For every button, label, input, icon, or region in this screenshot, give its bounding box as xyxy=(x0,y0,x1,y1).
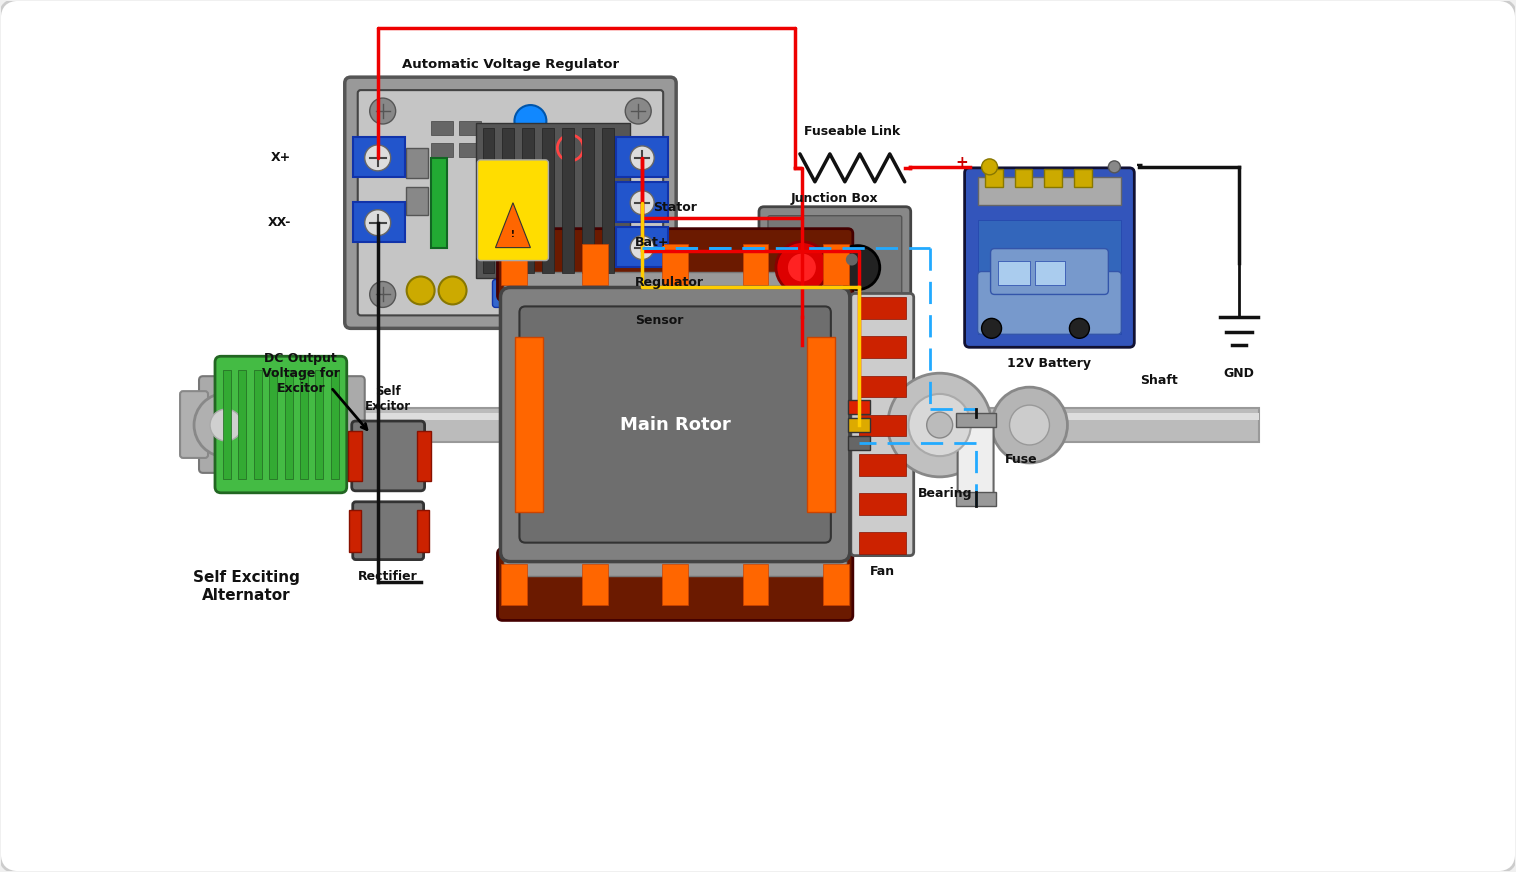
Bar xyxy=(617,182,669,221)
Circle shape xyxy=(991,387,1067,463)
Circle shape xyxy=(558,135,584,160)
Circle shape xyxy=(631,191,655,215)
FancyBboxPatch shape xyxy=(344,77,676,329)
Text: Fuseable Link: Fuseable Link xyxy=(803,125,901,138)
Bar xyxy=(860,453,905,475)
FancyBboxPatch shape xyxy=(358,90,662,316)
Circle shape xyxy=(625,282,652,308)
Circle shape xyxy=(406,276,435,304)
Bar xyxy=(860,297,905,319)
Bar xyxy=(431,158,447,248)
Bar xyxy=(347,431,362,480)
FancyBboxPatch shape xyxy=(352,421,424,491)
Circle shape xyxy=(438,276,467,304)
Circle shape xyxy=(1010,405,1049,445)
Bar xyxy=(847,436,870,450)
Circle shape xyxy=(514,105,546,137)
Bar xyxy=(1075,169,1093,187)
Circle shape xyxy=(365,210,391,235)
Text: Main Rotor: Main Rotor xyxy=(620,416,731,433)
Circle shape xyxy=(1108,160,1120,173)
Circle shape xyxy=(926,412,952,438)
Bar xyxy=(847,400,870,414)
Bar xyxy=(847,418,870,432)
FancyBboxPatch shape xyxy=(199,376,229,473)
FancyBboxPatch shape xyxy=(335,376,365,473)
Circle shape xyxy=(981,318,1002,338)
Bar xyxy=(562,128,575,273)
Bar xyxy=(431,143,453,157)
Circle shape xyxy=(835,246,879,290)
Bar xyxy=(502,563,528,605)
FancyBboxPatch shape xyxy=(520,306,831,542)
Circle shape xyxy=(776,242,828,294)
Bar xyxy=(570,261,640,303)
Text: Regulator: Regulator xyxy=(635,276,705,289)
Bar xyxy=(515,337,543,512)
Circle shape xyxy=(631,235,655,260)
Circle shape xyxy=(981,159,998,174)
Bar xyxy=(1035,261,1066,285)
Bar xyxy=(743,563,769,605)
Text: X+: X+ xyxy=(271,152,291,165)
Bar xyxy=(315,371,323,479)
Bar xyxy=(505,271,846,302)
Bar xyxy=(582,128,594,273)
Polygon shape xyxy=(496,203,531,248)
Bar xyxy=(617,137,669,177)
Bar xyxy=(406,187,428,215)
Text: Rectifier: Rectifier xyxy=(358,569,418,582)
Bar xyxy=(417,510,429,552)
Bar xyxy=(984,169,1002,187)
Bar xyxy=(602,128,614,273)
Bar xyxy=(582,243,608,285)
Bar xyxy=(285,371,293,479)
Bar xyxy=(211,413,1260,420)
Bar xyxy=(860,532,905,554)
Circle shape xyxy=(194,393,258,457)
FancyBboxPatch shape xyxy=(850,294,914,555)
FancyBboxPatch shape xyxy=(958,415,993,504)
Bar xyxy=(1014,169,1032,187)
Text: Self Exciting
Alternator: Self Exciting Alternator xyxy=(193,570,299,603)
Text: Sensor: Sensor xyxy=(635,314,684,327)
FancyBboxPatch shape xyxy=(978,271,1122,334)
Bar xyxy=(300,371,308,479)
Bar xyxy=(502,243,528,285)
Circle shape xyxy=(788,254,816,282)
Circle shape xyxy=(908,394,970,456)
Bar xyxy=(582,563,608,605)
Bar xyxy=(860,493,905,514)
Text: Bearing: Bearing xyxy=(917,487,972,500)
FancyBboxPatch shape xyxy=(497,228,854,301)
Circle shape xyxy=(370,98,396,124)
Bar xyxy=(823,243,849,285)
FancyBboxPatch shape xyxy=(769,215,902,319)
Bar xyxy=(505,546,846,576)
Text: Stator: Stator xyxy=(653,201,697,214)
Bar xyxy=(238,371,247,479)
Text: +: + xyxy=(955,155,969,170)
Circle shape xyxy=(888,373,991,477)
Text: Self
Excitor: Self Excitor xyxy=(365,385,411,413)
Bar xyxy=(807,337,835,512)
FancyBboxPatch shape xyxy=(990,249,1108,295)
FancyBboxPatch shape xyxy=(180,392,208,458)
Bar xyxy=(978,220,1122,334)
Text: Junction Box: Junction Box xyxy=(791,192,879,205)
Bar xyxy=(860,414,905,437)
FancyBboxPatch shape xyxy=(493,280,561,308)
Text: DC Output
Voltage for
Excitor: DC Output Voltage for Excitor xyxy=(262,352,340,395)
Bar xyxy=(662,563,688,605)
Bar xyxy=(406,148,428,178)
FancyBboxPatch shape xyxy=(478,160,549,261)
Text: -: - xyxy=(1135,156,1143,174)
FancyBboxPatch shape xyxy=(760,207,911,329)
Bar xyxy=(476,123,631,277)
Circle shape xyxy=(365,145,391,171)
FancyBboxPatch shape xyxy=(497,548,854,620)
Bar xyxy=(253,371,262,479)
Bar xyxy=(353,137,405,177)
Text: Fuse: Fuse xyxy=(1005,453,1037,466)
